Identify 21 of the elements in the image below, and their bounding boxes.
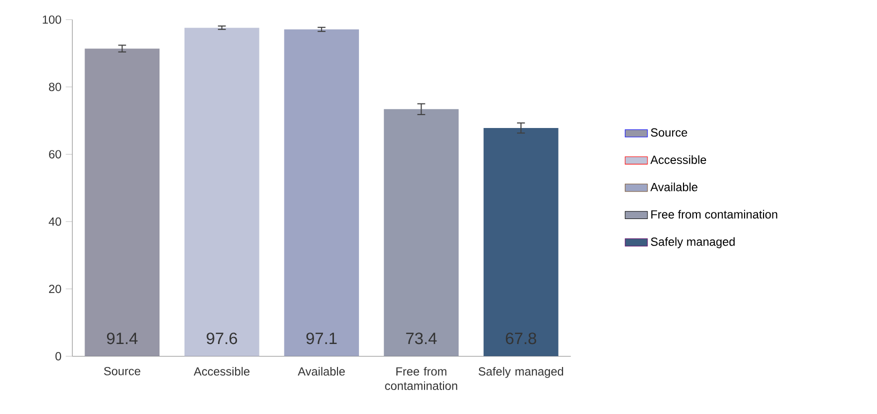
x-tick-label: Accessible <box>194 366 250 376</box>
x-tick-label: Source <box>104 366 140 376</box>
y-tick-label: 40 <box>48 217 62 226</box>
data-label: 67.8 <box>506 332 536 344</box>
x-tick-label: Free from contamination <box>385 366 458 390</box>
y-tick-label: 100 <box>42 15 62 24</box>
x-tick-label: Available <box>298 366 345 376</box>
data-label: 97.6 <box>206 332 238 344</box>
data-label: 91.4 <box>106 332 138 344</box>
legend-label: Accessible <box>650 155 706 164</box>
y-tick-label: 60 <box>49 150 62 158</box>
y-tick-label: 20 <box>49 284 62 294</box>
data-label: 73.4 <box>406 332 437 344</box>
x-tick-label: Safely managed <box>478 366 564 378</box>
y-tick-label: 80 <box>48 82 62 92</box>
legend-label: Available <box>650 182 698 192</box>
data-label: 97.1 <box>306 332 337 344</box>
y-tick-label: 0 <box>55 352 62 360</box>
legend-label: Safely managed <box>650 237 735 248</box>
legend-label: Source <box>650 128 688 137</box>
legend-label: Free from contamination <box>651 210 778 219</box>
